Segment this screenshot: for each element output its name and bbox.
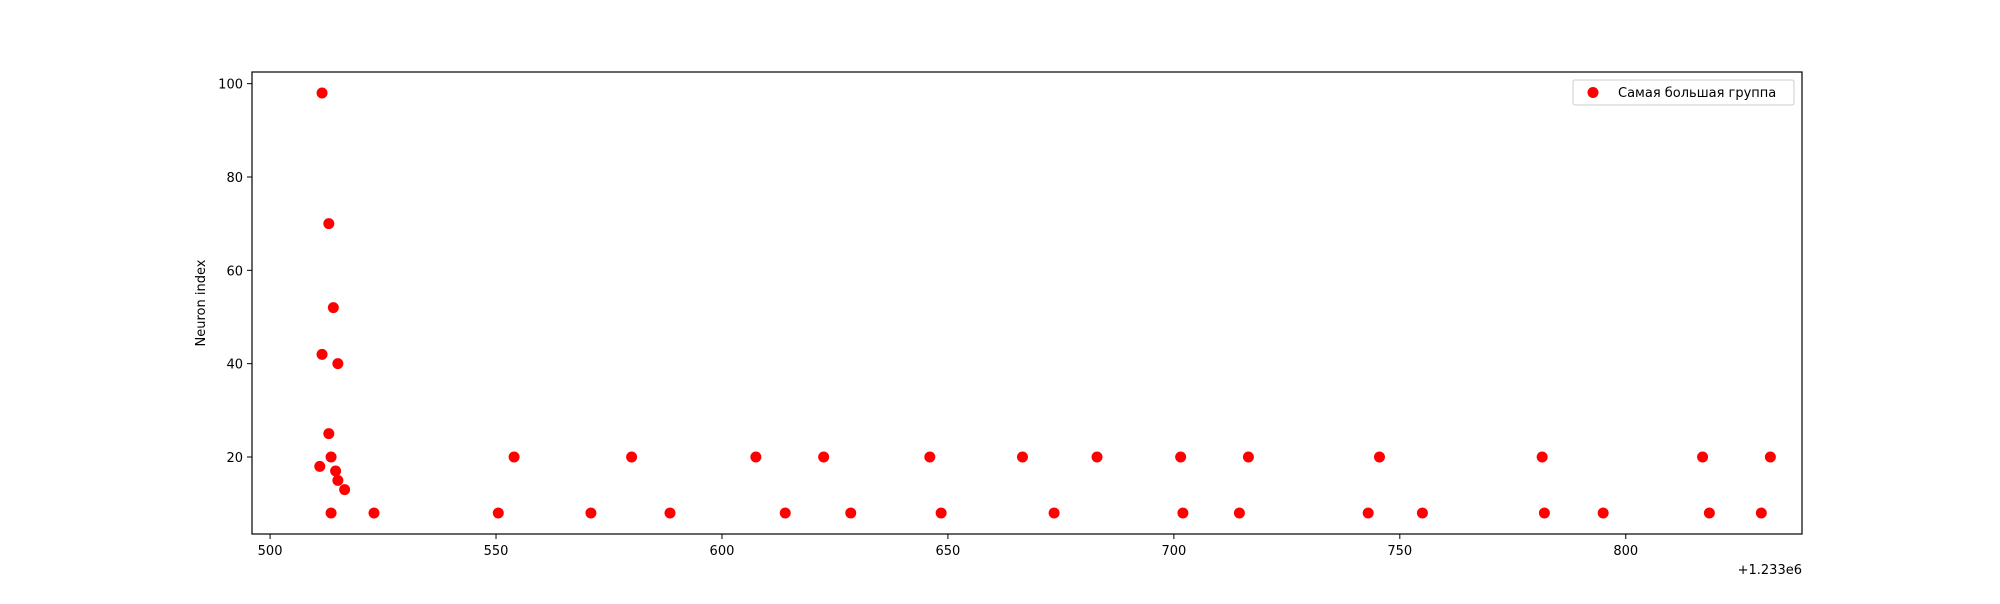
x-tick-label: 750: [1387, 544, 1412, 559]
data-point: [1175, 451, 1187, 463]
x-tick-label: 650: [936, 544, 961, 559]
x-axis-ticks: 500 550 600 650 700 750 800: [258, 534, 1638, 559]
data-point: [316, 348, 328, 360]
data-point: [1536, 451, 1548, 463]
data-point: [330, 465, 342, 477]
x-offset-label: +1.233e6: [1738, 563, 1802, 578]
data-point: [332, 358, 344, 370]
data-point: [508, 451, 520, 463]
data-point: [1233, 507, 1245, 519]
data-point: [1416, 507, 1428, 519]
data-point: [779, 507, 791, 519]
y-tick-label: 100: [218, 78, 243, 93]
data-point: [935, 507, 947, 519]
x-tick-label: 550: [484, 544, 509, 559]
series-points: [314, 87, 1776, 519]
y-tick-label: 20: [226, 451, 243, 466]
data-point: [1362, 507, 1374, 519]
data-point: [314, 460, 326, 472]
data-point: [323, 428, 335, 440]
data-point: [626, 451, 638, 463]
data-point: [1373, 451, 1385, 463]
y-tick-label: 60: [226, 264, 243, 279]
data-point: [316, 87, 328, 99]
legend: Самая большая группа: [1572, 79, 1795, 106]
legend-marker: [1587, 87, 1599, 98]
y-axis-ticks: 20 40 60 80 100: [218, 78, 252, 466]
data-point: [664, 507, 676, 519]
data-point: [1703, 507, 1715, 519]
data-point: [1755, 507, 1767, 519]
data-point: [325, 451, 337, 463]
y-tick-label: 80: [226, 171, 243, 186]
data-point: [323, 218, 335, 230]
data-point: [1538, 507, 1550, 519]
data-point: [1048, 507, 1060, 519]
data-point: [585, 507, 597, 519]
y-tick-label: 40: [226, 358, 243, 373]
data-point: [1016, 451, 1028, 463]
data-point: [1764, 451, 1776, 463]
data-point: [845, 507, 857, 519]
data-point: [332, 474, 344, 486]
data-point: [327, 302, 339, 314]
x-tick-label: 700: [1161, 544, 1186, 559]
data-point: [1091, 451, 1103, 463]
x-tick-label: 600: [710, 544, 735, 559]
legend-box: [1572, 79, 1795, 106]
data-point: [339, 484, 351, 496]
x-tick-label: 800: [1613, 544, 1638, 559]
data-point: [325, 507, 337, 519]
data-point: [924, 451, 936, 463]
data-point: [1177, 507, 1189, 519]
data-point: [492, 507, 504, 519]
data-point: [750, 451, 762, 463]
data-point: [368, 507, 380, 519]
x-tick-label: 500: [258, 544, 283, 559]
data-point: [1597, 507, 1609, 519]
data-point: [1242, 451, 1254, 463]
plot-area: [251, 71, 1803, 535]
data-point: [818, 451, 830, 463]
legend-entry: Самая большая группа: [1618, 86, 1776, 101]
data-point: [1697, 451, 1709, 463]
y-axis-label: Neuron index: [194, 259, 209, 346]
